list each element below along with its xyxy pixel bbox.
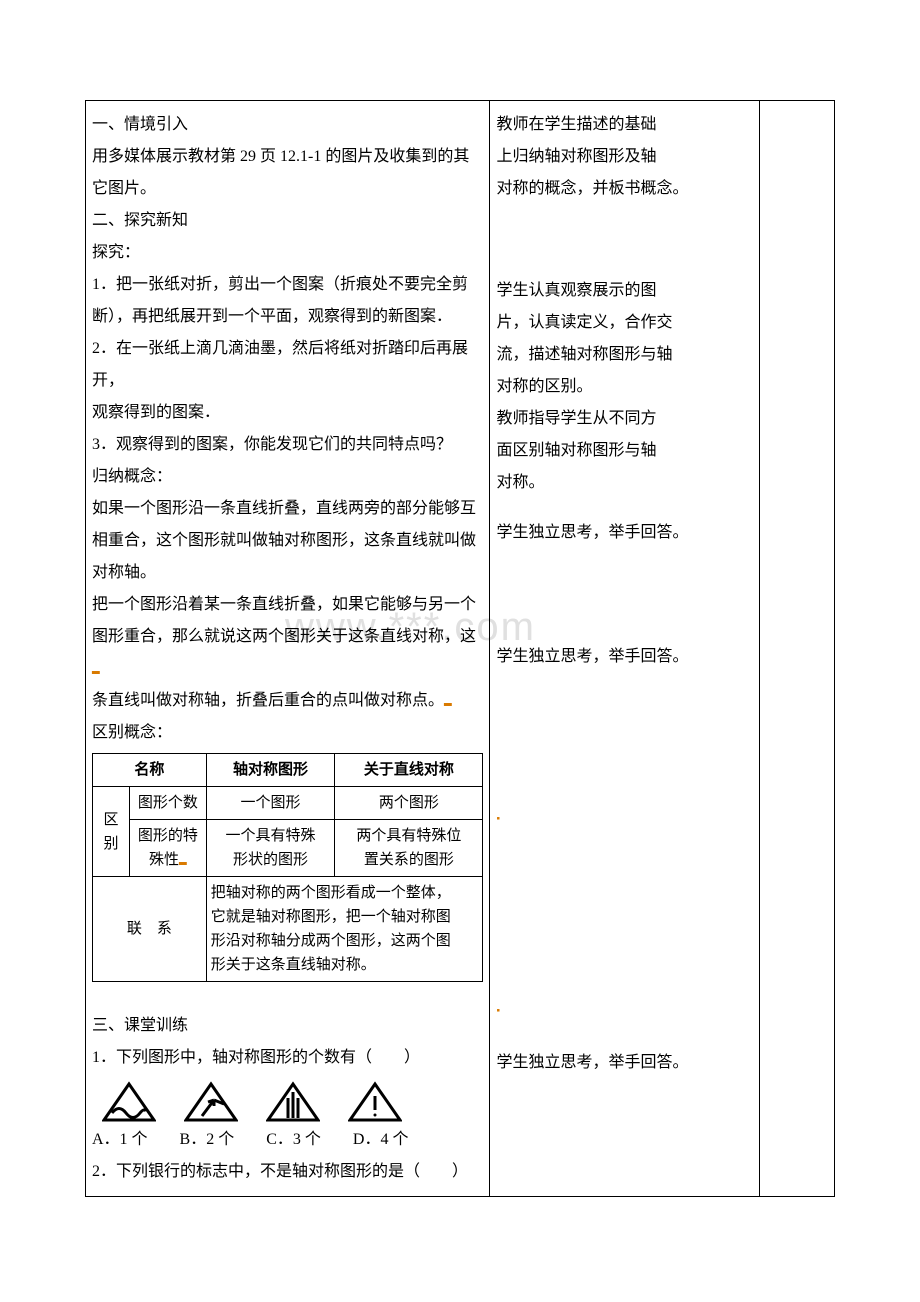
note-line: 学生独立思考，举手回答。 [496,517,753,549]
th-name: 名称 [93,754,207,787]
td-cell: 一个具有特殊 形状的图形 [206,820,335,877]
text-span: 图形重合，那么就说这两个图形关于这条直线对称，这 [92,628,476,645]
annotation-dot-icon: ▪ [496,1005,500,1016]
td-cell: 两个具有特殊位 置关系的图形 [335,820,483,877]
text-line: 区别概念： [92,717,483,749]
table-row: 区别 图形个数 一个图形 两个图形 [93,787,483,820]
note-line: 学生独立思考，举手回答。 [496,641,753,673]
td-relation-text: 把轴对称的两个图形看成一个整体， 它就是轴对称图形，把一个轴对称图 形沿对称轴分… [206,877,483,982]
note-line: 教师指导学生从不同方 [496,403,753,435]
text-line: 把一个图形沿着某一条直线折叠，如果它能够与另一个 [92,589,483,621]
text-line: 用多媒体展示教材第 29 页 12.1-1 的图片及收集到的其 [92,141,483,173]
text-line: 3．观察得到的图案，你能发现它们的共同特点吗？ [92,429,483,461]
triangle-exclaim-icon [348,1080,402,1122]
triangle-shapes-row [92,1074,483,1124]
text-line: 观察得到的图案． [92,397,483,429]
lesson-table: 一、情境引入 用多媒体展示教材第 29 页 12.1-1 的图片及收集到的其 它… [85,100,835,1197]
note-line: 上归纳轴对称图形及轴 [496,141,753,173]
text-span: 一个具有特殊 [226,828,316,844]
annotation-dot-icon: ▂ [179,855,187,866]
note-line: 学生独立思考，举手回答。 [496,1047,753,1079]
note-line: 片，认真读定义，合作交 [496,307,753,339]
td-diff-label: 区别 [93,787,130,877]
text-line: 相重合，这个图形就叫做轴对称图形，这条直线就叫做 [92,525,483,557]
triangle-lines-icon [266,1080,320,1122]
note-line: ▪ [496,995,753,1027]
annotation-dot-icon: ▂ [444,695,452,706]
text-line: 它图片。 [92,173,483,205]
concept-compare-table: 名称 轴对称图形 关于直线对称 区别 图形个数 一个图形 两个图形 [92,753,483,982]
text-span: 形沿对称轴分成两个图形，这两个图 [211,933,451,949]
text-line: 条直线叫做对称轴，折叠后重合的点叫做对称点。▂ [92,685,483,717]
section-1-heading: 一、情境引入 [92,109,483,141]
text-line: 对称轴。 [92,557,483,589]
note-line: ▪ [496,803,753,835]
text-line: 1．把一张纸对折，剪出一个图案（折痕处不要完全剪 [92,269,483,301]
td-relation-label: 联 系 [93,877,207,982]
right-column [760,101,835,1197]
text-span: 置关系的图形 [364,852,454,868]
note-line: 对称的概念，并板书概念。 [496,173,753,205]
table-row: 名称 轴对称图形 关于直线对称 [93,754,483,787]
table-row: 图形的特 殊性▂ 一个具有特殊 形状的图形 两个具有特殊位 置关系的图形 [93,820,483,877]
text-line: 探究： [92,237,483,269]
text-span: 殊性 [149,852,179,868]
text-line: 断），再把纸展开到一个平面，观察得到的新图案． [92,301,483,333]
text-span: 形状的图形 [233,852,308,868]
triangle-arrow-icon [184,1080,238,1122]
triangle-wave-icon [102,1080,156,1122]
question-1-options: A．1 个 B．2 个 C．3 个 D．4 个 [92,1124,483,1156]
section-3-heading: 三、课堂训练 [92,1010,483,1042]
text-line: 图形重合，那么就说这两个图形关于这条直线对称，这 ▂ [92,621,483,685]
td-cell: 两个图形 [335,787,483,820]
td-cell: 一个图形 [206,787,335,820]
text-span: A．1 个 B．2 个 C．3 个 D．4 个 [92,1131,408,1148]
th-line: 关于直线对称 [335,754,483,787]
th-axis: 轴对称图形 [206,754,335,787]
note-line: 对称的区别。 [496,371,753,403]
question-2: 2．下列银行的标志中，不是轴对称图形的是（ ） [92,1156,483,1188]
question-1: 1．下列图形中，轴对称图形的个数有（ ） [92,1042,483,1074]
section-2-heading: 二、探究新知 [92,205,483,237]
table-row: 联 系 把轴对称的两个图形看成一个整体， 它就是轴对称图形，把一个轴对称图 形沿… [93,877,483,982]
middle-column: 教师在学生描述的基础 上归纳轴对称图形及轴 对称的概念，并板书概念。 学生认真观… [490,101,760,1197]
text-span: 形关于这条直线轴对称。 [211,957,376,973]
note-line: 面区别轴对称图形与轴 [496,435,753,467]
note-line: 对称。 [496,467,753,499]
text-line: 归纳概念： [92,461,483,493]
left-column: 一、情境引入 用多媒体展示教材第 29 页 12.1-1 的图片及收集到的其 它… [86,101,490,1197]
td-prop-label: 图形的特 殊性▂ [130,820,207,877]
text-line: 2．在一张纸上滴几滴油墨，然后将纸对折踏印后再展开， [92,333,483,397]
annotation-dot-icon: ▂ [92,663,100,674]
text-span: 两个具有特殊位 [356,828,461,844]
text-span: 条直线叫做对称轴，折叠后重合的点叫做对称点。 [92,692,444,709]
text-span: 把轴对称的两个图形看成一个整体， [211,885,451,901]
td-count-label: 图形个数 [130,787,207,820]
text-span: 图形的特 [138,828,198,844]
text-line: 如果一个图形沿一条直线折叠，直线两旁的部分能够互 [92,493,483,525]
text-span: 它就是轴对称图形，把一个轴对称图 [211,909,451,925]
note-line: 流，描述轴对称图形与轴 [496,339,753,371]
note-line: 教师在学生描述的基础 [496,109,753,141]
note-line: 学生认真观察展示的图 [496,275,753,307]
annotation-dot-icon: ▪ [496,813,500,824]
